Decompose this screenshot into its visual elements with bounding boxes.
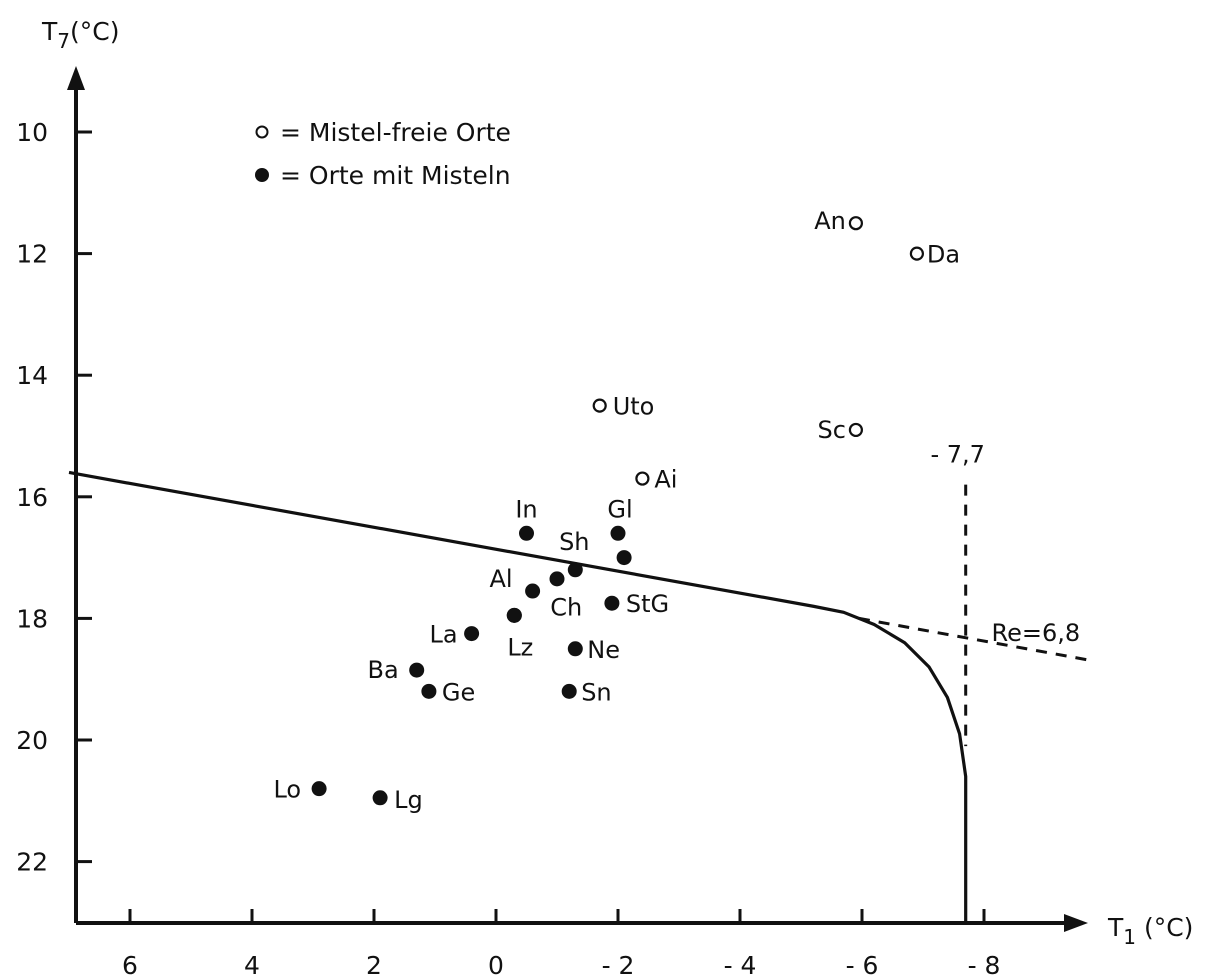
filled-point <box>372 790 388 806</box>
point-label: StG <box>626 590 669 618</box>
threshold-label: Re=6,8 <box>991 619 1080 647</box>
y-tick-label: 16 <box>16 483 48 512</box>
point-label: Ge <box>442 678 475 706</box>
legend: = Mistel-freie Orte = Orte mit Misteln <box>255 118 511 190</box>
filled-point <box>561 683 577 699</box>
x-tick-label: 6 <box>122 951 138 978</box>
threshold-label: - 7,7 <box>930 441 984 469</box>
y-tick-label: 10 <box>16 118 48 147</box>
point-label: Sn <box>581 678 611 706</box>
open-point <box>909 246 925 261</box>
filled-point <box>610 525 626 541</box>
point-label: Uto <box>613 393 655 421</box>
point-label: Gl <box>607 495 632 523</box>
legend-label: = Mistel-freie Orte <box>280 118 511 147</box>
point-label: Da <box>927 241 960 269</box>
boundary-curve <box>68 470 968 923</box>
filled-point <box>506 607 522 623</box>
legend-filled-marker <box>255 168 269 182</box>
point-label: Ai <box>654 466 677 494</box>
y-axis-title: T7(°C) <box>41 17 119 53</box>
point-label: Ba <box>368 656 399 684</box>
y-tick-label: 12 <box>16 240 48 269</box>
axes: T7(°C) T1 (°C) <box>41 17 1193 949</box>
x-tick-label: 2 <box>366 951 382 978</box>
filled-point <box>616 550 632 566</box>
filled-point <box>311 781 327 797</box>
filled-point <box>525 583 541 599</box>
point-label: La <box>430 621 458 649</box>
open-point <box>635 471 650 486</box>
x-tick-label: - 2 <box>602 951 635 978</box>
x-tick-label: 0 <box>488 951 504 978</box>
open-point <box>848 422 864 438</box>
point-label: Sh <box>559 528 589 556</box>
point-label: An <box>814 207 846 235</box>
x-axis-title: T1 (°C) <box>1107 913 1193 949</box>
y-tick-label: 18 <box>16 604 48 633</box>
filled-point <box>464 626 480 642</box>
open-point <box>848 216 864 231</box>
filled-point <box>604 595 620 611</box>
x-tick-label: 4 <box>244 951 260 978</box>
point-label: Lo <box>273 776 301 804</box>
y-tick-label: 22 <box>16 848 48 877</box>
filled-point <box>519 525 534 541</box>
x-tick-label: - 4 <box>724 951 757 978</box>
y-axis-arrow <box>67 66 85 90</box>
x-tick-label: - 6 <box>846 951 879 978</box>
legend-label: = Orte mit Misteln <box>280 161 511 190</box>
point-label: Lz <box>507 633 533 661</box>
filled-point <box>567 562 583 578</box>
legend-open-marker <box>255 125 269 139</box>
point-label: Al <box>490 565 513 593</box>
point-label: Sc <box>817 416 845 444</box>
filled-point <box>409 662 425 678</box>
point-label: Ch <box>550 593 582 621</box>
data-points: An Da Uto Sc Ai In Gl Sh Al Ch StG La Lz Ne Ba Ge Sn Lo Lg <box>273 207 960 814</box>
point-label: Lg <box>394 786 423 814</box>
point-label: Ne <box>587 636 620 664</box>
open-point <box>592 398 607 413</box>
x-tick-label: - 8 <box>968 951 1001 978</box>
boundary-lines: - 7,7 Re=6,8 <box>68 441 1095 923</box>
filled-point <box>549 571 565 587</box>
point-label: In <box>515 495 537 523</box>
y-tick-label: 14 <box>16 361 48 390</box>
y-tick-label: 20 <box>16 726 48 755</box>
filled-point <box>421 683 437 699</box>
filled-point <box>567 641 583 657</box>
x-axis-arrow <box>1064 914 1088 932</box>
